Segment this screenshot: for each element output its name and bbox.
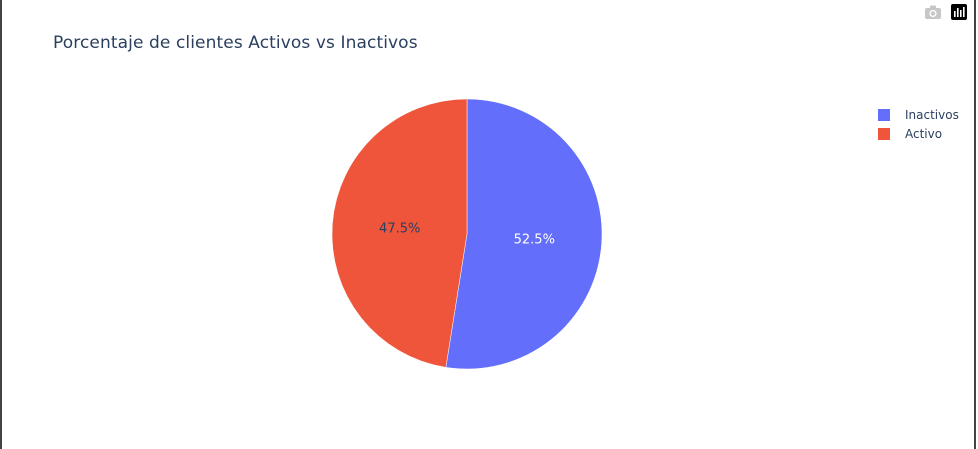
legend-label: Inactivos — [905, 107, 959, 122]
camera-icon[interactable] — [924, 3, 942, 21]
slice-label-inactivos: 52.5% — [514, 232, 555, 247]
chart-title: Porcentaje de clientes Activos vs Inacti… — [53, 33, 418, 53]
legend-item-activo[interactable]: Activo — [878, 124, 959, 143]
plotly-logo-icon[interactable] — [950, 3, 968, 21]
modebar — [924, 3, 968, 21]
legend-swatch — [878, 127, 890, 140]
legend: Inactivos Activo — [878, 105, 959, 143]
legend-label: Activo — [905, 126, 943, 141]
slice-label-activo: 47.5% — [379, 222, 420, 237]
pie-slice-activo[interactable] — [331, 98, 468, 368]
legend-item-inactivos[interactable]: Inactivos — [878, 105, 959, 124]
legend-swatch — [878, 108, 890, 121]
pie-slice-inactivos[interactable] — [445, 98, 603, 370]
